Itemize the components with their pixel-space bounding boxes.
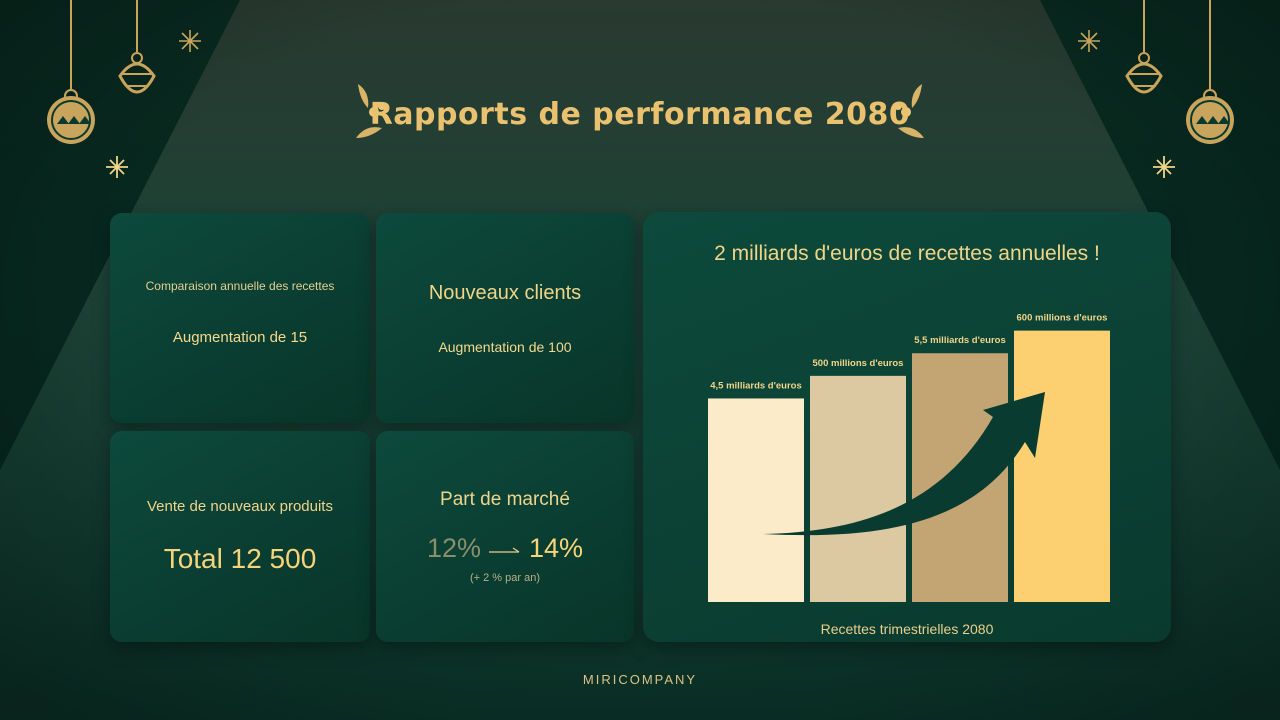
growth-arrow-icon	[763, 392, 1045, 536]
card-revenue-comparison: Comparaison annuelle des recettes Augmen…	[110, 213, 370, 423]
sparkle-icon	[1078, 30, 1100, 52]
holly-left-icon	[356, 84, 386, 138]
card-value: Augmentation de 100	[438, 338, 572, 355]
ornament-left-icon	[47, 0, 156, 144]
chart-data-label: 600 millions d'euros	[1017, 313, 1108, 324]
chart-data-label: 5,5 milliards d'euros	[914, 335, 1006, 346]
chart-bar	[810, 375, 906, 602]
chart-bar	[708, 398, 804, 602]
chart-xlabel: Recettes trimestrielles 2080	[820, 621, 994, 637]
card-value: Total 12 500	[163, 543, 317, 574]
page-title-wrap: Rapports de performance 2080	[356, 84, 924, 144]
card-new-products: Vente de nouveaux produits Total 12 500	[110, 431, 370, 642]
card-label: Part de marché	[440, 489, 570, 510]
chart-bar	[1014, 330, 1110, 602]
holly-right-icon	[894, 84, 924, 138]
chart-data-label: 500 millions d'euros	[813, 358, 904, 369]
bar-chart: 4,5 milliards d'euros 500 millions d'euro…	[708, 313, 1110, 602]
footer-brand: MIRICOMPANY	[582, 672, 698, 687]
ornament-right-icon	[1125, 0, 1234, 144]
sparkle-icon	[179, 30, 201, 52]
card-label: Comparaison annuelle des recettes	[145, 278, 335, 293]
card-new-clients: Nouveaux clients Augmentation de 100	[376, 213, 634, 423]
chart-card: 2 milliards d'euros de recettes annuelle…	[643, 212, 1171, 642]
share-from: 12%	[426, 533, 481, 563]
sparkle-icon	[106, 156, 128, 178]
sparkle-icon	[1153, 156, 1175, 178]
card-label: Nouveaux clients	[428, 281, 582, 304]
card-market-share: Part de marché 12% 14% (+ 2 % par an)	[376, 431, 634, 642]
page-title: Rapports de performance 2080	[369, 96, 911, 132]
share-note: (+ 2 % par an)	[469, 572, 540, 584]
arrow-right-icon	[489, 547, 520, 553]
chart-data-label: 4,5 milliards d'euros	[710, 380, 802, 391]
share-row: 12% 14%	[427, 533, 583, 564]
card-value: Augmentation de 15	[172, 328, 308, 346]
share-to: 14%	[529, 533, 584, 563]
card-label: Vente de nouveaux produits	[147, 498, 333, 515]
chart-title: 2 milliards d'euros de recettes annuelle…	[714, 242, 1100, 265]
